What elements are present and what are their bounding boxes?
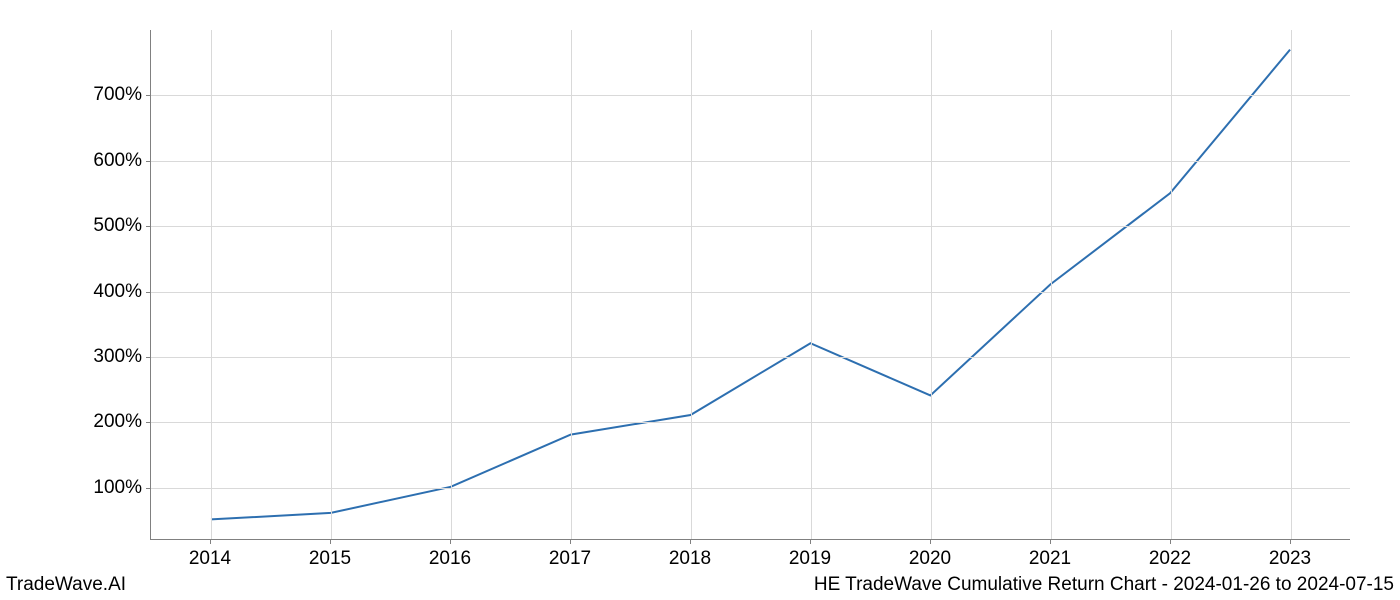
- y-tick-mark: [146, 488, 150, 489]
- gridline-vertical: [691, 30, 692, 539]
- x-tick-mark: [810, 540, 811, 544]
- gridline-vertical: [811, 30, 812, 539]
- x-tick-label: 2017: [549, 548, 591, 570]
- y-tick-mark: [146, 226, 150, 227]
- y-tick-label: 200%: [93, 411, 142, 433]
- y-tick-mark: [146, 357, 150, 358]
- y-tick-label: 500%: [93, 215, 142, 237]
- x-tick-label: 2015: [309, 548, 351, 570]
- footer-left-label: TradeWave.AI: [6, 574, 126, 596]
- x-tick-label: 2020: [909, 548, 951, 570]
- x-tick-mark: [1170, 540, 1171, 544]
- x-tick-label: 2023: [1269, 548, 1311, 570]
- y-tick-label: 100%: [93, 477, 142, 499]
- x-tick-mark: [330, 540, 331, 544]
- x-tick-mark: [1050, 540, 1051, 544]
- gridline-vertical: [931, 30, 932, 539]
- x-tick-label: 2018: [669, 548, 711, 570]
- x-tick-label: 2022: [1149, 548, 1191, 570]
- x-tick-mark: [930, 540, 931, 544]
- y-tick-label: 700%: [93, 84, 142, 106]
- x-tick-label: 2019: [789, 548, 831, 570]
- y-tick-mark: [146, 95, 150, 96]
- gridline-vertical: [1051, 30, 1052, 539]
- y-tick-mark: [146, 422, 150, 423]
- x-tick-mark: [690, 540, 691, 544]
- y-tick-mark: [146, 292, 150, 293]
- footer-right-label: HE TradeWave Cumulative Return Chart - 2…: [814, 574, 1394, 596]
- x-tick-label: 2016: [429, 548, 471, 570]
- y-tick-label: 600%: [93, 150, 142, 172]
- gridline-vertical: [1291, 30, 1292, 539]
- gridline-vertical: [1171, 30, 1172, 539]
- y-tick-mark: [146, 161, 150, 162]
- x-tick-label: 2014: [189, 548, 231, 570]
- x-tick-mark: [210, 540, 211, 544]
- x-tick-mark: [1290, 540, 1291, 544]
- y-tick-label: 400%: [93, 281, 142, 303]
- data-line: [211, 50, 1290, 520]
- y-tick-label: 300%: [93, 346, 142, 368]
- gridline-vertical: [211, 30, 212, 539]
- x-tick-mark: [570, 540, 571, 544]
- x-tick-label: 2021: [1029, 548, 1071, 570]
- gridline-vertical: [451, 30, 452, 539]
- x-tick-mark: [450, 540, 451, 544]
- gridline-vertical: [331, 30, 332, 539]
- chart-container: [150, 30, 1350, 540]
- plot-area: [150, 30, 1350, 540]
- gridline-vertical: [571, 30, 572, 539]
